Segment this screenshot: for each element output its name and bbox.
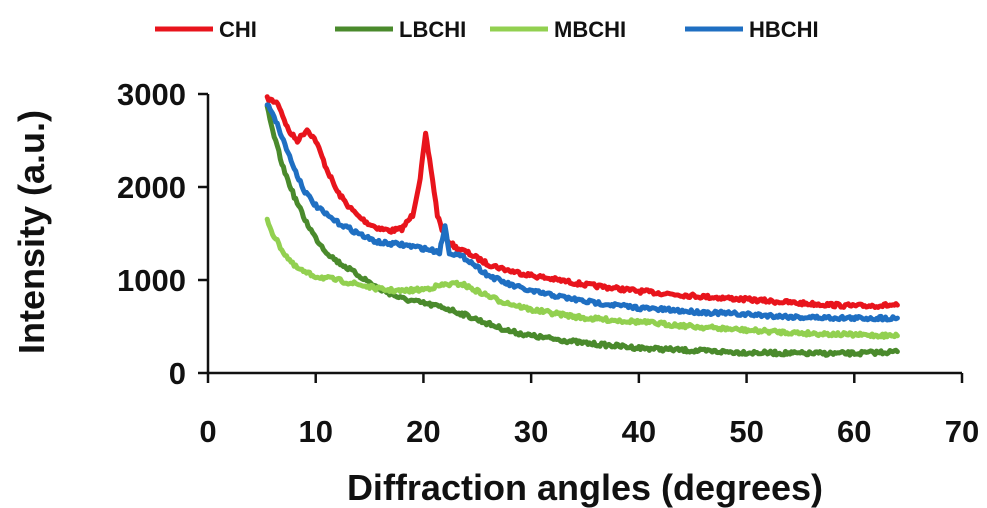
x-axis-title: Diffraction angles (degrees) [347,467,823,508]
series-line-hbchi [264,102,900,323]
series-line-mbchi [264,216,900,340]
x-tick-labels: 0 10 20 30 40 50 60 70 [199,373,979,449]
x-tick-label: 30 [514,414,548,449]
legend-marker-mbchi [516,26,522,32]
x-tick-label: 60 [837,414,871,449]
y-tick-label: 0 [169,356,186,391]
series-line-chi [264,94,900,310]
x-tick-label: 40 [622,414,656,449]
x-tick-label: 0 [199,414,216,449]
x-tick-label: 50 [729,414,763,449]
y-axis-title: Intensity (a.u.) [11,110,52,354]
x-tick-label: 70 [945,414,979,449]
x-tick-label: 10 [298,414,332,449]
y-tick-label: 2000 [117,170,186,205]
legend-label-chi: CHI [219,17,257,42]
legend-marker-chi [181,26,187,32]
axes [206,94,962,375]
legend-label-mbchi: MBCHI [554,17,626,42]
x-tick-label: 20 [406,414,440,449]
y-tick-label: 3000 [117,77,186,112]
legend-label-lbchi: LBCHI [399,17,466,42]
legend-marker-lbchi [361,26,367,32]
legend-marker-hbchi [711,26,717,32]
y-tick-label: 1000 [117,263,186,298]
y-tick-labels: 0 1000 2000 3000 [117,77,208,391]
legend: CHI LBCHI MBCHI HBCHI [155,17,819,42]
legend-label-hbchi: HBCHI [749,17,819,42]
series-lines [264,94,900,358]
